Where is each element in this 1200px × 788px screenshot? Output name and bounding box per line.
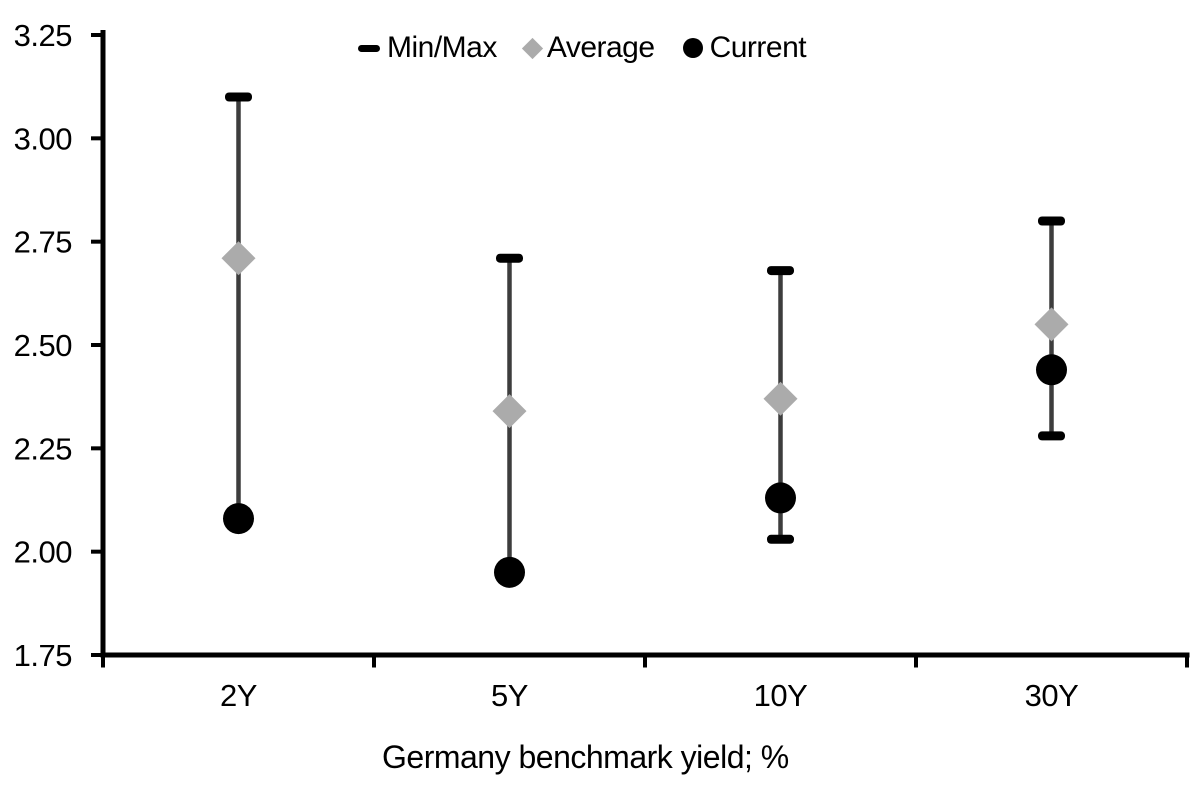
x-tick-label: 5Y [491,678,528,713]
current-dot [223,503,254,535]
minmax-cap [225,92,252,102]
x-tick-label: 10Y [754,678,808,713]
minmax-cap [767,534,794,544]
legend-label-current: Current [709,31,807,64]
y-tick-label: 2.50 [14,328,73,363]
legend-item-average: Average [521,31,655,64]
chart-legend: Min/Max Average Current [358,31,807,64]
minmax-cap [1038,431,1065,441]
y-tick-label: 2.00 [14,535,73,570]
current-circle-icon [682,38,703,58]
y-tick-label: 1.75 [14,638,72,673]
current-dot [1036,354,1067,386]
y-tick-label: 2.25 [14,431,72,466]
minmax-dash-icon [358,44,380,52]
legend-item-current: Current [682,31,807,64]
y-tick-label: 2.75 [14,225,72,260]
legend-label-minmax: Min/Max [387,31,497,64]
average-diamond [492,394,527,429]
current-dot [494,556,525,588]
minmax-cap [767,266,794,276]
average-diamond [221,241,256,276]
x-tick-label: 2Y [220,678,257,713]
current-dot [765,482,796,514]
x-tick-label: 30Y [1025,678,1079,713]
y-tick-label: 3.25 [14,18,72,53]
legend-item-minmax: Min/Max [358,33,497,63]
legend-label-average: Average [546,31,655,64]
average-diamond [1034,307,1069,342]
y-tick-label: 3.00 [14,121,73,156]
x-axis-title: Germany benchmark yield; % [382,739,789,775]
minmax-cap [496,253,523,263]
average-diamond [763,381,798,416]
minmax-cap [1038,216,1065,226]
